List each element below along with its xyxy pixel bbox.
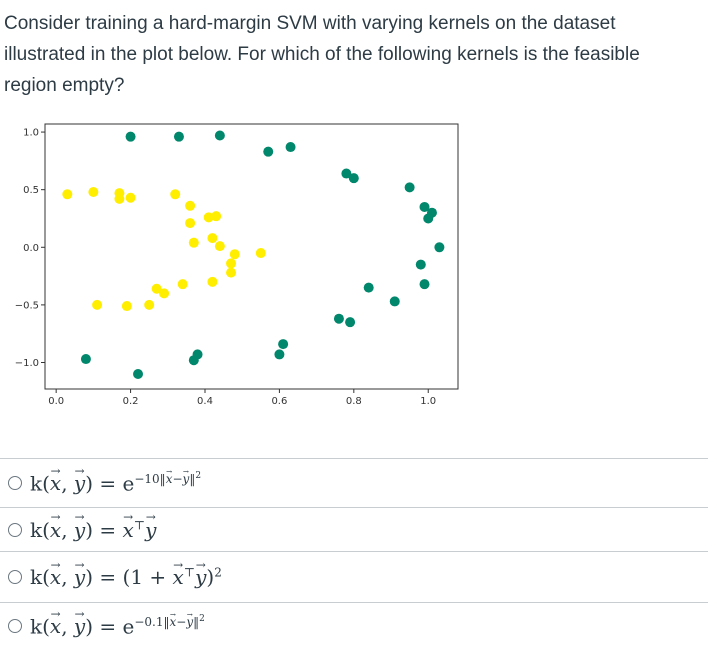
yellow-point xyxy=(92,299,103,310)
green-point xyxy=(419,201,430,212)
green-point xyxy=(133,369,144,380)
data-points xyxy=(62,130,445,380)
yellow-point xyxy=(88,186,99,197)
green-point xyxy=(263,146,274,157)
radio-button-2[interactable] xyxy=(8,522,22,537)
option-3[interactable]: k(x, y) = (1 + x⊤y)2 xyxy=(0,551,708,602)
radio-button-4[interactable] xyxy=(8,619,22,633)
x-tick-label: 0.2 xyxy=(123,396,139,407)
y-tick-label: 1.0 xyxy=(23,128,39,139)
green-point xyxy=(274,349,285,360)
x-tick-label: 0.0 xyxy=(48,396,64,407)
yellow-point xyxy=(226,258,237,269)
yellow-point xyxy=(203,212,214,223)
yellow-point xyxy=(125,192,136,203)
y-tick-label: 0.5 xyxy=(23,185,39,196)
green-point xyxy=(285,142,296,153)
x-tick-label: 0.8 xyxy=(346,396,362,407)
option-2-formula: k(x, y) = x⊤y xyxy=(30,510,157,541)
axis-ticks: 0.0 0.2 0.4 0.6 0.8 1.0 1.0 0.5 0.0 −0.5 −1.0 xyxy=(15,128,436,407)
option-2[interactable]: k(x, y) = x⊤y xyxy=(0,507,708,551)
green-point xyxy=(80,354,91,365)
x-tick-label: 1.0 xyxy=(420,396,436,407)
yellow-point xyxy=(188,237,199,248)
y-tick-label: 0.0 xyxy=(23,243,39,254)
green-point xyxy=(389,296,400,307)
option-4[interactable]: k(x, y) = e−0.1‖x−y‖2 xyxy=(0,602,708,649)
yellow-point xyxy=(144,299,155,310)
green-point xyxy=(419,279,430,290)
plot-area xyxy=(44,123,459,390)
yellow-point xyxy=(159,288,170,299)
y-tick-label: −1.0 xyxy=(15,358,39,369)
green-point xyxy=(125,131,136,142)
green-point xyxy=(173,131,184,142)
yellow-point xyxy=(62,189,73,200)
green-point xyxy=(341,168,352,179)
yellow-point xyxy=(255,248,266,259)
green-point xyxy=(214,130,225,141)
green-point xyxy=(333,313,344,324)
yellow-point xyxy=(211,211,222,222)
yellow-point xyxy=(185,200,196,211)
radio-button-1[interactable] xyxy=(8,476,22,490)
yellow-point xyxy=(229,249,240,260)
radio-button-3[interactable] xyxy=(8,570,22,584)
yellow-point xyxy=(151,283,162,294)
y-tick-label: −0.5 xyxy=(15,300,39,311)
green-point xyxy=(348,173,359,184)
yellow-point xyxy=(207,233,218,244)
yellow-point xyxy=(226,267,237,278)
green-point xyxy=(188,355,199,366)
question-text: Consider training a hard-margin SVM with… xyxy=(4,13,640,96)
option-1-formula: k(x, y) = e−10‖x−y‖2 xyxy=(30,464,201,495)
green-point xyxy=(404,182,415,193)
x-tick-label: 0.6 xyxy=(271,396,287,407)
option-1[interactable]: k(x, y) = e−10‖x−y‖2 xyxy=(0,458,708,507)
green-point xyxy=(363,282,374,293)
green-point xyxy=(345,317,356,328)
yellow-point xyxy=(214,241,225,252)
option-3-formula: k(x, y) = (1 + x⊤y)2 xyxy=(30,558,222,589)
scatter-chart: 0.0 0.2 0.4 0.6 0.8 1.0 1.0 0.5 0.0 −0.5 −1.0 xyxy=(15,123,459,407)
answer-options: k(x, y) = e−10‖x−y‖2 k(x, y) = x⊤y k(x, … xyxy=(0,458,708,649)
yellow-point xyxy=(177,279,188,290)
green-point xyxy=(415,259,426,270)
yellow-point xyxy=(185,218,196,229)
x-tick-label: 0.4 xyxy=(197,396,213,407)
green-point xyxy=(434,242,445,253)
yellow-point xyxy=(114,193,125,204)
yellow-point xyxy=(207,276,218,287)
green-point xyxy=(423,213,434,224)
yellow-point xyxy=(121,301,132,312)
option-4-formula: k(x, y) = e−0.1‖x−y‖2 xyxy=(30,607,205,638)
yellow-point xyxy=(170,189,181,200)
green-point xyxy=(278,339,289,350)
